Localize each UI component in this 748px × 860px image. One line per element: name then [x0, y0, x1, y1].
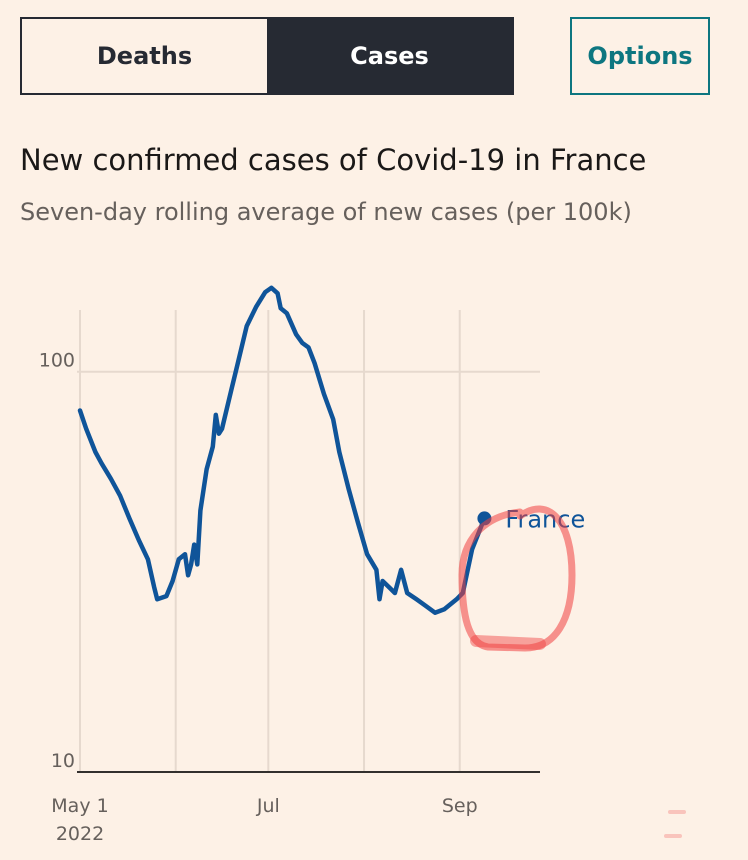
metric-tabs: Deaths Cases	[20, 17, 514, 95]
hand-drawn-annotation	[458, 505, 686, 838]
x-tick-sublabel: 2022	[56, 823, 104, 845]
y-tick-label: 100	[39, 350, 75, 372]
red-underline-stroke	[470, 635, 546, 650]
x-tick-label: Jul	[256, 795, 280, 817]
x-tick-label: May 1	[51, 795, 108, 817]
red-smudge-marks	[664, 810, 686, 838]
series-layer: France	[77, 285, 585, 615]
chart-title: New confirmed cases of Covid-19 in Franc…	[20, 143, 647, 177]
x-tick-label: Sep	[442, 795, 478, 817]
axis-labels: 10 100 May 1 2022 Jul Sep	[39, 350, 478, 845]
options-button[interactable]: Options	[570, 17, 710, 95]
tab-deaths[interactable]: Deaths	[96, 42, 193, 70]
red-circle-annotation	[458, 505, 576, 652]
tab-cases[interactable]: Cases	[267, 19, 512, 93]
y-tick-label: 10	[51, 750, 75, 772]
series-line-france	[77, 285, 487, 615]
chart-subtitle: Seven-day rolling average of new cases (…	[20, 198, 632, 226]
